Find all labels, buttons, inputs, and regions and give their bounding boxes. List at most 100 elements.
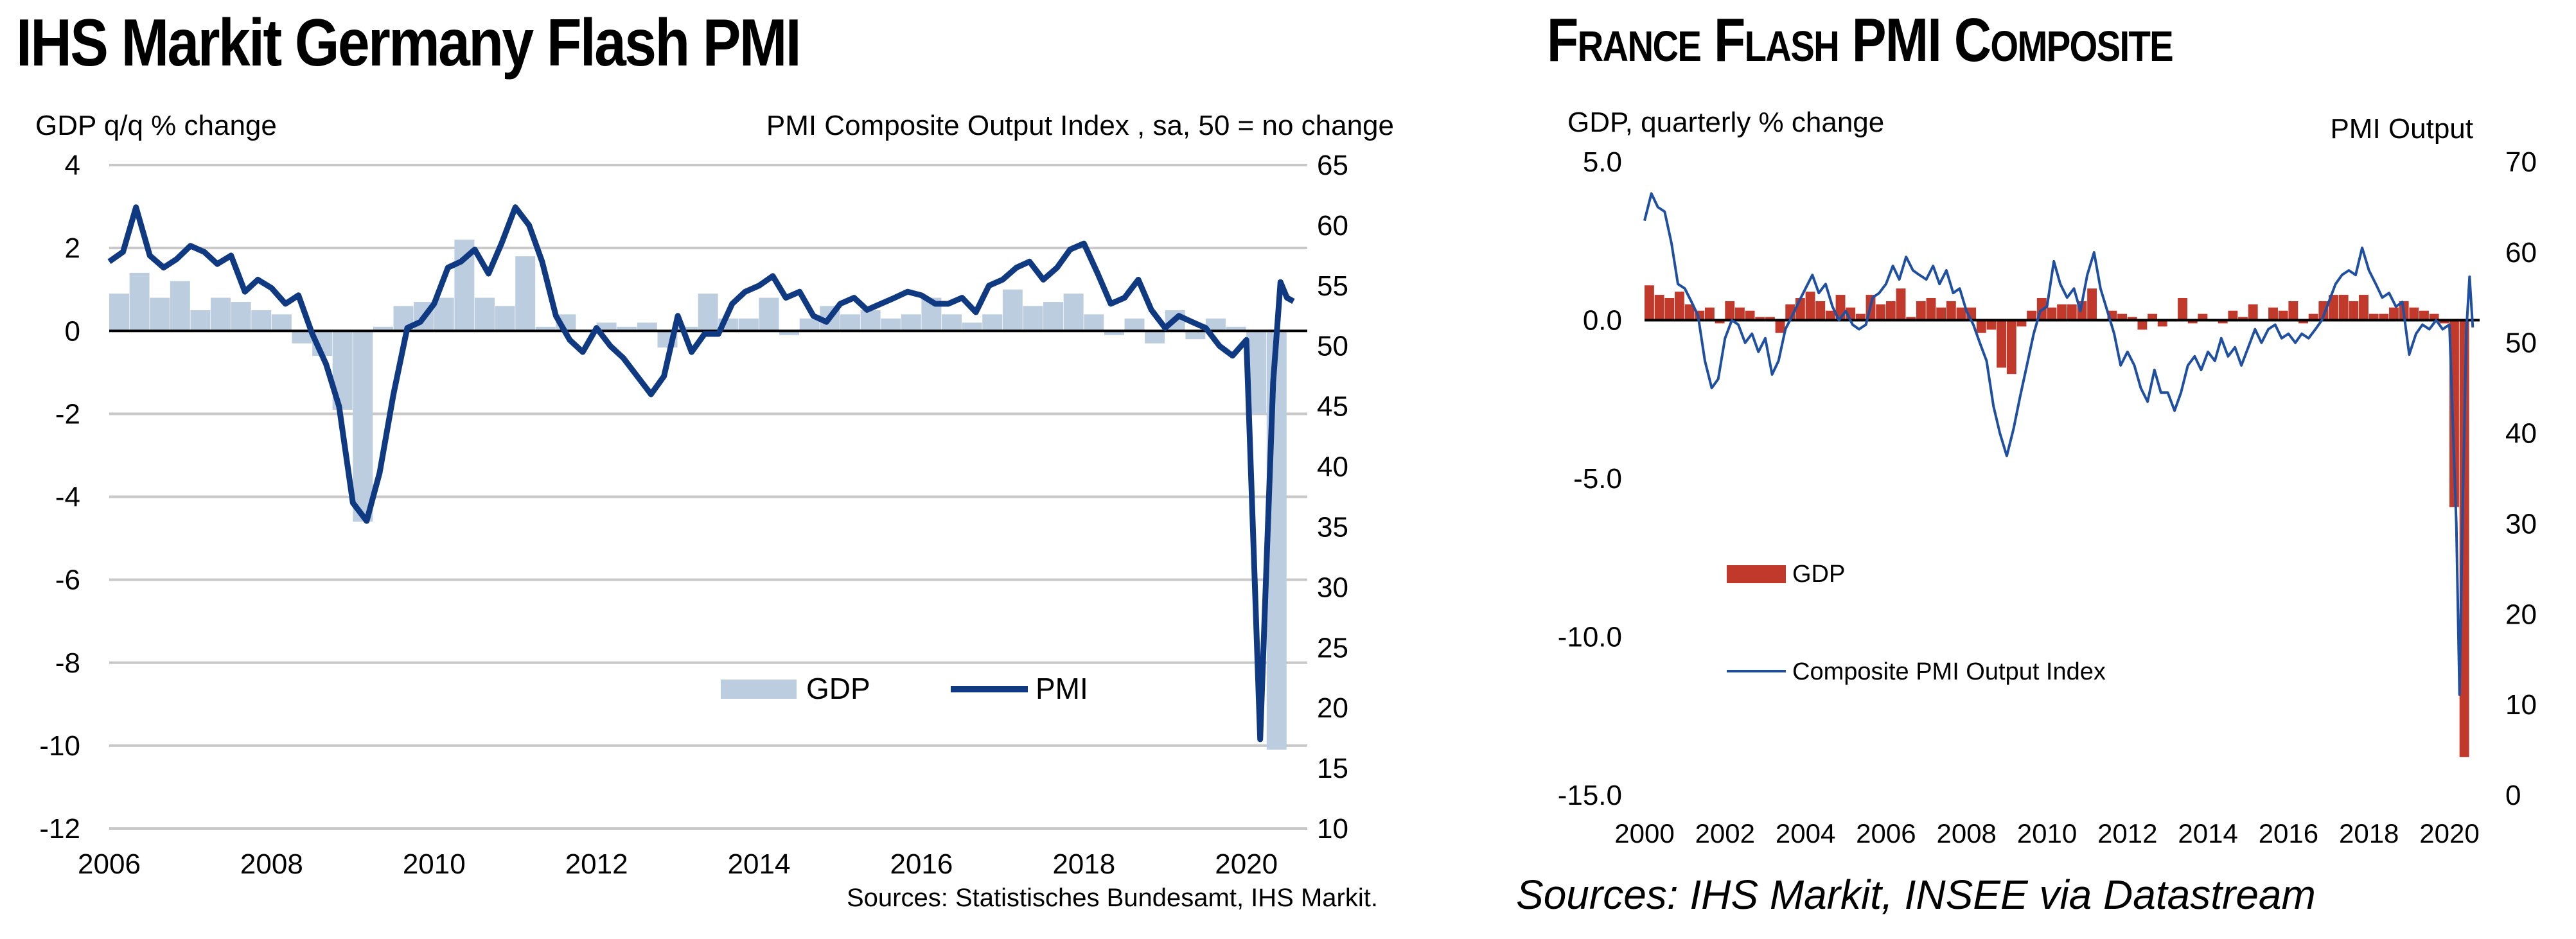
gdp-bar xyxy=(1664,297,1675,320)
y-right-tick-label: 50 xyxy=(2505,328,2537,359)
gdp-bar xyxy=(2248,304,2258,320)
legend-gdp-swatch xyxy=(721,680,797,699)
gdp-bar xyxy=(2148,313,2158,320)
gdp-bar xyxy=(211,297,231,331)
gdp-bar xyxy=(738,318,759,331)
gdp-bar xyxy=(1946,301,1956,320)
chart-title: France Flash PMI Composite xyxy=(1547,6,2174,75)
gdp-bar xyxy=(1906,317,1916,320)
gdp-bar xyxy=(190,310,211,331)
source-note: Sources: IHS Markit, INSEE via Datastrea… xyxy=(1516,872,2316,918)
gdp-bar xyxy=(1815,301,1826,320)
grid-lines xyxy=(109,164,1307,830)
y-right-tick-label: 60 xyxy=(2505,237,2537,268)
y-right-tick-label: 30 xyxy=(2505,508,2537,540)
gdp-bar xyxy=(1043,302,1064,331)
gdp-bar xyxy=(1704,307,1715,320)
gdp-bar xyxy=(170,281,190,331)
y-left-tick-label: -6 xyxy=(55,565,80,596)
gdp-bar xyxy=(2187,320,2198,324)
gdp-bar xyxy=(1674,292,1684,320)
gdp-bar xyxy=(292,331,312,344)
gdp-bars xyxy=(109,240,1287,750)
gdp-bar xyxy=(353,331,373,522)
legend: GDP Composite PMI Output Index xyxy=(1727,561,2106,685)
x-tick-label: 2016 xyxy=(890,848,953,880)
axis-labels: GDP, quarterly % change PMI Output xyxy=(1567,107,2473,145)
y-left-tick-label: 0.0 xyxy=(1583,305,1622,337)
y-right-tick-label: 35 xyxy=(1317,511,1348,543)
gdp-bar xyxy=(1725,301,1735,320)
y-right-tick-label: 15 xyxy=(1317,753,1348,784)
y-left-tick-label: -15.0 xyxy=(1558,780,1622,811)
gdp-bar xyxy=(271,314,292,331)
gdp-bar xyxy=(982,314,1003,331)
gdp-bar xyxy=(2087,288,2097,320)
axes: 420-2-4-6-8-10-1265605550454035302520151… xyxy=(39,150,1348,880)
gdp-bar xyxy=(1205,318,1226,331)
chart-title: IHS Markit Germany Flash PMI xyxy=(16,6,802,80)
gdp-bar xyxy=(2308,313,2318,320)
gdp-bar xyxy=(2349,301,2359,320)
x-tick-label: 2020 xyxy=(1215,848,1278,880)
gdp-bar xyxy=(860,310,881,331)
y-right-tick-label: 40 xyxy=(1317,452,1348,483)
gdp-bar xyxy=(474,297,495,331)
gdp-bar xyxy=(2459,320,2469,757)
gdp-bar xyxy=(1745,310,1755,320)
gdp-bar xyxy=(2127,317,2137,320)
gdp-bar xyxy=(2027,310,2037,320)
gdp-bar xyxy=(1876,304,1886,320)
y-left-tick-label: 0 xyxy=(65,315,80,347)
x-tick-label: 2016 xyxy=(2259,818,2318,848)
axis-labels: GDP q/q % change PMI Composite Output In… xyxy=(35,110,1394,141)
gdp-bar xyxy=(1805,292,1815,320)
gdp-bar xyxy=(2228,310,2238,320)
y-right-tick-label: 20 xyxy=(1317,692,1348,724)
y-right-tick-label: 40 xyxy=(2505,418,2537,450)
gdp-bar xyxy=(1645,285,1654,320)
gdp-bar xyxy=(109,294,129,331)
gdp-bar xyxy=(1885,301,1896,320)
y-right-tick-label: 10 xyxy=(2505,689,2537,721)
gdp-bar xyxy=(1185,331,1206,340)
gdp-bar xyxy=(1063,294,1084,331)
x-tick-label: 2006 xyxy=(78,848,141,880)
gdp-bar xyxy=(799,318,820,331)
gdp-bar xyxy=(150,297,170,331)
x-tick-label: 2010 xyxy=(2017,818,2077,848)
gdp-bar xyxy=(596,322,617,331)
gdp-bar xyxy=(434,297,454,331)
gdp-bar xyxy=(2338,295,2349,320)
gdp-bar xyxy=(637,322,657,331)
x-tick-label: 2010 xyxy=(403,848,466,880)
gdp-bar xyxy=(1986,320,1997,330)
x-tick-label: 2006 xyxy=(1856,818,1916,848)
y-left-tick-label: 5.0 xyxy=(1583,146,1622,178)
y-right-tick-label: 0 xyxy=(2505,780,2521,811)
gdp-bar xyxy=(1765,317,1775,320)
y-left-axis-title: GDP, quarterly % change xyxy=(1567,107,1884,138)
gdp-bar xyxy=(2318,301,2329,320)
gdp-bar xyxy=(2157,320,2167,327)
legend-gdp-swatch xyxy=(1727,565,1786,583)
gdp-bar xyxy=(1825,310,1835,320)
gdp-bar xyxy=(2137,320,2148,330)
gdp-bar xyxy=(1775,320,1785,333)
gdp-bar xyxy=(840,314,860,331)
gdp-bar xyxy=(2379,313,2389,320)
y-left-tick-label: -5.0 xyxy=(1573,463,1622,495)
gdp-bar xyxy=(2218,320,2228,324)
gdp-bar xyxy=(2389,307,2399,320)
y-left-tick-label: -12 xyxy=(39,813,80,845)
y-left-tick-label: -10.0 xyxy=(1558,622,1622,653)
y-left-tick-label: 4 xyxy=(65,150,80,181)
gdp-bar xyxy=(2419,310,2429,320)
gdp-bar xyxy=(759,297,779,331)
x-tick-label: 2018 xyxy=(2339,818,2399,848)
gdp-bar xyxy=(2047,307,2057,320)
germany-chart-panel: IHS Markit Germany Flash PMI 4 2 0 -2 -4 -6 -8… xyxy=(16,6,1394,912)
gdp-bar xyxy=(1976,320,1986,333)
gdp-bar xyxy=(1715,320,1725,324)
